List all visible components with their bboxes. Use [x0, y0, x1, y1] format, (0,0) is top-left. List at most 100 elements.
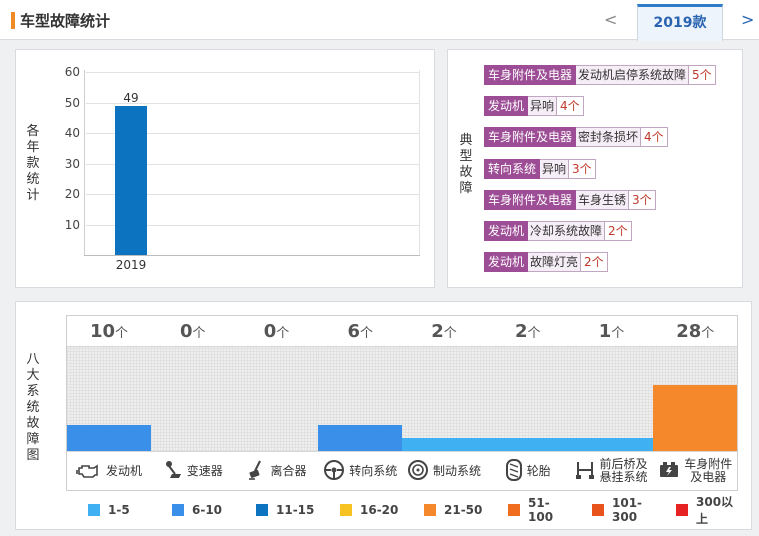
y-tick-label: 20: [64, 187, 80, 201]
system-column: 10个发动机: [67, 316, 151, 490]
legend-item: 300以上: [654, 495, 738, 526]
system-count-value: 0: [263, 321, 277, 342]
system-count-value: 28: [676, 321, 702, 342]
system-name: 前后桥及 悬挂系统: [599, 457, 648, 484]
legend-swatch: [508, 504, 520, 516]
system-bar[interactable]: [569, 438, 654, 451]
system-column: 6个转向系统: [318, 316, 403, 490]
fault-count: 5个: [689, 65, 716, 85]
system-bar[interactable]: [653, 385, 738, 451]
steering-wheel-icon: [323, 459, 345, 484]
systems-label: 八大系统故障图: [26, 352, 40, 463]
system-footer[interactable]: 变速器: [150, 451, 235, 490]
system-column: 1个前后桥及 悬挂系统: [569, 316, 654, 490]
engine-icon: [76, 461, 102, 482]
system-footer[interactable]: 车身附件 及电器: [653, 451, 738, 490]
y-tick-label: 60: [64, 65, 80, 79]
legend-item: 101-300: [570, 496, 654, 524]
year-chart-panel: [15, 49, 435, 288]
fault-category: 车身附件及电器: [484, 127, 577, 148]
suspension-icon: [575, 460, 595, 483]
next-year-arrow[interactable]: >: [741, 10, 755, 29]
system-bar[interactable]: [485, 438, 570, 451]
system-footer[interactable]: 前后桥及 悬挂系统: [569, 451, 654, 490]
car-battery-icon: [658, 461, 680, 482]
system-footer[interactable]: 制动系统: [402, 451, 486, 490]
gridline: [86, 133, 419, 134]
legend-item: 1-5: [66, 502, 150, 518]
system-name: 轮胎: [526, 463, 551, 478]
fault-item[interactable]: 发动机 故障灯亮 2个: [484, 252, 608, 273]
system-count-value: 2: [431, 321, 444, 342]
systems-grid: 10个 发动机 0个 变速器 0个 离合器 6个 转向系统 2个 制动系统 2个 轮胎 1个 前后桥及 悬挂…: [66, 315, 738, 491]
prev-year-arrow[interactable]: <: [604, 10, 618, 29]
y-tick-label: 10: [64, 217, 80, 232]
system-count: 0个: [234, 316, 319, 347]
gridline: [86, 72, 419, 73]
fault-category: 发动机: [484, 252, 529, 273]
fault-category: 车身附件及电器: [484, 65, 577, 85]
system-footer[interactable]: 轮胎: [485, 451, 570, 490]
legend-label: 16-20: [360, 503, 399, 517]
legend-swatch: [424, 504, 436, 516]
fault-name: 车身生锈: [576, 189, 630, 210]
system-count-unit: 个: [611, 326, 625, 341]
gridline: [86, 163, 419, 165]
legend-label: 51-100: [528, 496, 554, 524]
legend-swatch: [592, 504, 604, 516]
system-bar-area: [67, 347, 151, 451]
severity-legend: 1-5 6-10 11-15 16-20 21-50 51-100 101-300 300以上: [66, 495, 738, 526]
system-name: 车身附件 及电器: [684, 457, 733, 484]
system-bar-area: [234, 347, 319, 451]
y-tick-label: 40: [64, 126, 80, 140]
system-name: 转向系统: [349, 463, 398, 478]
system-footer[interactable]: 离合器: [234, 451, 319, 490]
fault-name: 故障灯亮: [528, 252, 582, 273]
legend-swatch: [172, 504, 184, 516]
fault-item[interactable]: 车身附件及电器 车身生锈 3个: [484, 189, 656, 210]
gear-shift-icon: [163, 460, 183, 483]
fault-count: 3个: [569, 158, 596, 179]
system-bar[interactable]: [402, 438, 486, 451]
legend-swatch: [88, 504, 100, 516]
fault-count: 4个: [557, 96, 584, 117]
fault-count: 4个: [641, 127, 668, 148]
title-accent-bar: [11, 12, 15, 29]
system-bar[interactable]: [67, 425, 151, 451]
bar-2019[interactable]: [115, 105, 147, 255]
system-bar[interactable]: [318, 425, 403, 451]
fault-name: 密封条损坏: [576, 127, 642, 148]
header-bar: [0, 0, 759, 40]
legend-swatch: [340, 504, 352, 516]
system-column: 2个 轮胎: [485, 316, 570, 490]
fault-item[interactable]: 车身附件及电器 密封条损坏 4个: [484, 127, 668, 148]
system-column: 28个车身附件 及电器: [653, 316, 738, 490]
legend-label: 21-50: [444, 503, 483, 517]
page-title: 车型故障统计: [20, 12, 111, 30]
system-footer[interactable]: 发动机: [67, 451, 151, 490]
system-count: 10个: [67, 316, 151, 347]
legend-label: 11-15: [276, 503, 315, 517]
y-tick-label: 30: [64, 156, 80, 171]
system-count: 1个: [569, 316, 654, 347]
fault-item[interactable]: 车身附件及电器 发动机启停系统故障 5个: [484, 65, 716, 85]
system-count: 0个: [150, 316, 235, 347]
system-footer[interactable]: 转向系统: [318, 451, 403, 490]
fault-name: 冷却系统故障: [528, 221, 606, 241]
system-count-unit: 个: [276, 326, 290, 341]
year-chart-ylabel: 各年款统计: [26, 124, 40, 203]
fault-item[interactable]: 发动机 异响 4个: [484, 96, 584, 117]
system-bar-area: [569, 347, 654, 451]
system-count: 6个: [318, 316, 403, 347]
system-count-unit: 个: [701, 326, 715, 341]
system-count-unit: 个: [443, 326, 457, 341]
system-bar-area: [318, 347, 403, 451]
x-axis-line: [84, 255, 420, 256]
system-count: 2个: [402, 316, 486, 347]
fault-count: 2个: [581, 252, 608, 273]
fault-item[interactable]: 转向系统 异响 3个: [484, 158, 596, 179]
y-axis-line: [84, 70, 85, 256]
tab-model-year[interactable]: 2019款: [637, 4, 723, 41]
fault-item[interactable]: 发动机 冷却系统故障 2个: [484, 221, 632, 241]
system-count-value: 1: [598, 321, 612, 342]
